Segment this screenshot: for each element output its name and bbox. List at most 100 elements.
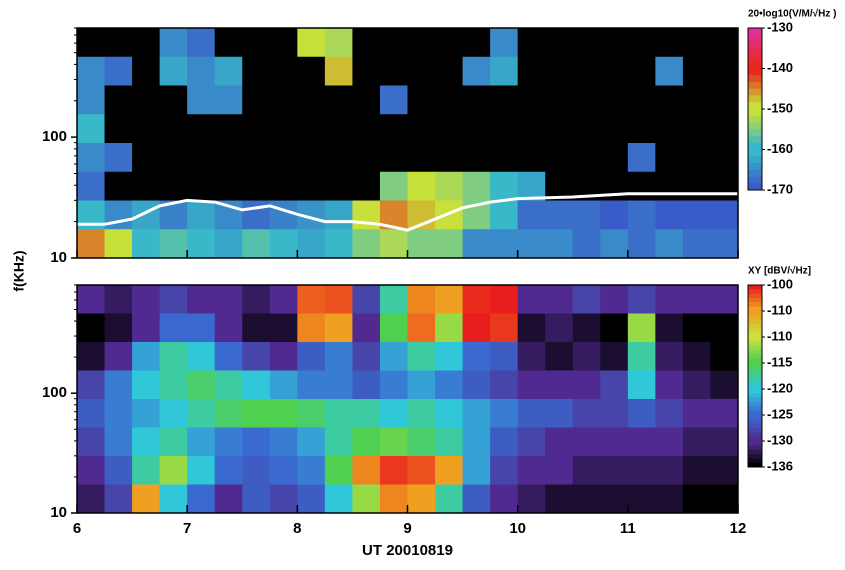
heatmap-cell xyxy=(600,427,629,457)
heatmap-cell xyxy=(655,56,684,86)
heatmap-cell xyxy=(242,56,271,86)
colorbar-tick-label: -120 xyxy=(767,380,793,395)
colorbar-segment xyxy=(748,298,762,303)
heatmap-cell xyxy=(242,85,271,115)
heatmap-cell xyxy=(407,285,436,314)
heatmap-cell xyxy=(297,484,326,514)
heatmap-cell xyxy=(159,229,188,259)
heatmap-cell xyxy=(379,171,408,201)
heatmap-cell xyxy=(214,427,243,457)
heatmap-cell xyxy=(600,285,629,314)
heatmap-cell xyxy=(132,342,161,371)
heatmap-cell xyxy=(407,427,436,457)
heatmap-cell xyxy=(600,143,629,173)
heatmap-cell xyxy=(352,28,381,58)
colorbar-segment xyxy=(748,48,762,56)
heatmap-cell xyxy=(379,28,408,58)
colorbar-segment xyxy=(748,402,762,407)
colorbar-tick-label: -100 xyxy=(767,276,793,291)
heatmap-cell xyxy=(710,200,739,230)
heatmap-cell xyxy=(242,229,271,259)
heatmap-cell xyxy=(710,342,739,371)
heatmap-cell xyxy=(435,484,464,514)
heatmap-cell xyxy=(490,85,519,115)
heatmap-cell xyxy=(655,114,684,144)
heatmap-cell xyxy=(545,285,574,314)
x-axis-label: UT 20010819 xyxy=(362,542,453,559)
colorbar-segment xyxy=(748,393,762,399)
boundary-line xyxy=(77,192,738,232)
colorbar-segment xyxy=(748,345,762,351)
colorbar-segment xyxy=(748,169,762,177)
heatmap-cell xyxy=(104,56,133,86)
heatmap-cell xyxy=(655,143,684,173)
heatmap-cell xyxy=(324,229,353,259)
heatmap-cell xyxy=(379,456,408,485)
heatmap-cell xyxy=(462,114,491,144)
heatmap-cell xyxy=(407,143,436,173)
heatmap-cell xyxy=(132,28,161,58)
heatmap-cell xyxy=(214,229,243,259)
heatmap-cell xyxy=(407,370,436,400)
heatmap-cell xyxy=(77,342,106,371)
heatmap-cell xyxy=(132,143,161,173)
colorbar-segment xyxy=(748,109,762,117)
heatmap-cell xyxy=(545,484,574,514)
heatmap-cell xyxy=(242,114,271,144)
colorbar-segment xyxy=(748,428,762,433)
heatmap-cell xyxy=(132,229,161,259)
heatmap-cell xyxy=(104,399,133,428)
heatmap-cell xyxy=(490,200,519,230)
heatmap-cell xyxy=(517,399,546,428)
heatmap-cell xyxy=(627,342,656,371)
heatmap-cell xyxy=(214,399,243,428)
heatmap-cell xyxy=(104,342,133,371)
heatmap-cell xyxy=(269,85,298,115)
heatmap-cell xyxy=(462,56,491,86)
heatmap-cell xyxy=(297,56,326,86)
heatmap-cell xyxy=(159,285,188,314)
heatmap-cell xyxy=(187,342,216,371)
heatmap-cell xyxy=(545,85,574,115)
heatmap-cell xyxy=(269,114,298,144)
heatmap-cell xyxy=(159,143,188,173)
heatmap-cell xyxy=(187,229,216,259)
heatmap-cell xyxy=(600,313,629,343)
heatmap-cell xyxy=(462,85,491,115)
heatmap-cell xyxy=(77,229,106,259)
heatmap-cell xyxy=(462,456,491,485)
colorbar-tick-label: -110 xyxy=(767,328,792,343)
colorbar-segment xyxy=(748,397,762,403)
heatmap-cell xyxy=(710,171,739,201)
colorbar-segment xyxy=(748,302,762,308)
heatmap-cell xyxy=(77,427,106,457)
heatmap-cell xyxy=(435,114,464,144)
colorbar-segment xyxy=(748,183,762,191)
colorbar-tick-label: -130 xyxy=(767,432,793,447)
heatmap-cell xyxy=(490,456,519,485)
heatmap-cell xyxy=(435,171,464,201)
colorbar-tick-label: -150 xyxy=(767,100,793,115)
colorbar-segment xyxy=(748,358,762,364)
heatmap-cell xyxy=(132,85,161,115)
heatmap-cell xyxy=(159,171,188,201)
heatmap-cell xyxy=(214,370,243,400)
heatmap-cell xyxy=(462,427,491,457)
heatmap-cell xyxy=(682,285,711,314)
colorbar-segment xyxy=(748,380,762,386)
heatmap-cell xyxy=(545,456,574,485)
heatmap-cell xyxy=(627,114,656,144)
heatmap-cell xyxy=(627,28,656,58)
heatmap-cell xyxy=(517,85,546,115)
heatmap-cell xyxy=(132,56,161,86)
heatmap-cell xyxy=(435,342,464,371)
x-tick-label: 11 xyxy=(620,520,636,537)
heatmap-cell xyxy=(627,56,656,86)
heatmap-cell xyxy=(269,484,298,514)
heatmap-cell xyxy=(407,313,436,343)
heatmap-cell xyxy=(517,28,546,58)
heatmap-cell xyxy=(379,143,408,173)
heatmap-cell xyxy=(435,229,464,259)
heatmap-cell xyxy=(655,399,684,428)
heatmap-cell xyxy=(297,171,326,201)
